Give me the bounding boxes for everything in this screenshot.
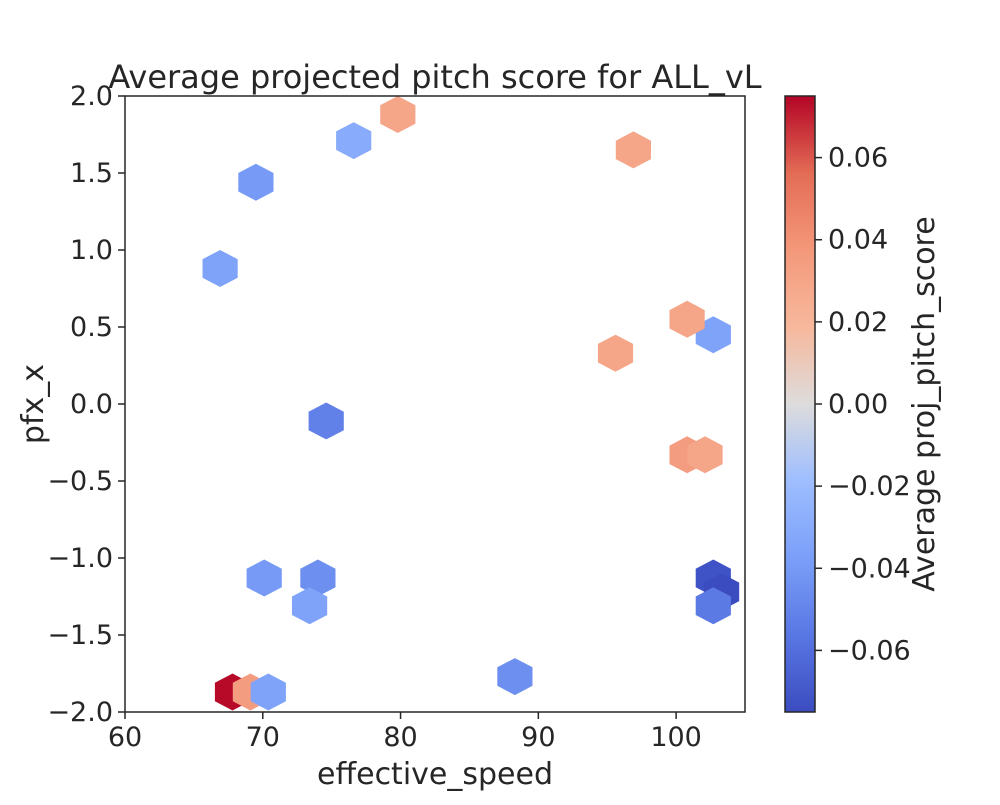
colorbar-tick-label: 0.04 [828,225,888,256]
hex-cell [250,673,286,711]
colorbar-axis: 0.06 0.04 0.02 0.00 −0.02 −0.04 −0.06 [815,143,911,666]
x-axis-label: effective_speed [317,757,553,792]
y-tick-label: 0.5 [70,312,113,343]
x-tick-label: 80 [383,722,417,753]
hex-cell [336,122,372,160]
hex-cell [202,250,238,287]
hexbin-layer [202,96,740,711]
colorbar-label: Average proj_pitch_score [907,216,942,591]
hex-cell [597,334,634,372]
y-tick-label: −1.5 [47,620,113,651]
x-tick-label: 90 [521,722,555,753]
hex-cell [292,587,328,625]
hex-cell [615,131,651,169]
hex-cell [687,436,723,474]
hex-cell [238,163,274,201]
hex-cell [246,559,282,597]
x-tick-label: 100 [650,722,702,753]
x-axis: 60 70 80 90 100 [108,712,702,753]
hex-cell [300,559,336,597]
y-tick-label: 1.5 [70,158,113,189]
hex-cell [497,658,533,696]
chart-title: Average projected pitch score for ALL_vL [108,58,761,96]
y-axis-label: pfx_x [16,364,51,444]
colorbar-tick-label: 0.06 [828,143,888,174]
hex-cell [380,96,416,133]
plot-frame [124,95,746,713]
y-tick-label: −2.0 [47,697,113,728]
y-tick-label: 0.0 [70,389,113,420]
colorbar-tick-label: −0.06 [828,635,911,666]
x-tick-label: 70 [246,722,280,753]
colorbar-tick-label: 0.02 [828,307,888,338]
hex-cell [695,587,731,625]
y-tick-label: −1.0 [47,543,113,574]
x-tick-label: 60 [108,722,142,753]
hex-cell [308,402,344,440]
y-axis: 2.0 1.5 1.0 0.5 0.0 −0.5 −1.0 −1.5 −2.0 [47,81,125,728]
colorbar-tick-label: 0.00 [828,389,888,420]
colorbar-tick-label: −0.02 [828,471,911,502]
colorbar [784,95,816,713]
hex-cell [669,300,705,338]
y-tick-label: 1.0 [70,235,113,266]
y-tick-label: 2.0 [70,81,113,112]
y-tick-label: −0.5 [47,466,113,497]
colorbar-tick-label: −0.04 [828,553,911,584]
